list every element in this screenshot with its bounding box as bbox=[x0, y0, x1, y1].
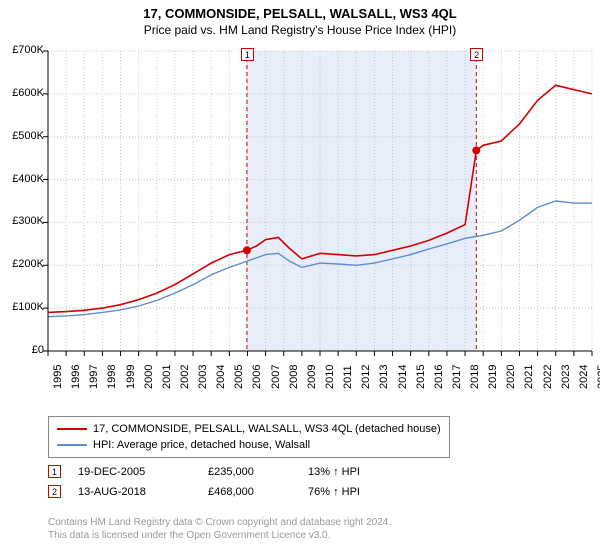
footer-text: Contains HM Land Registry data © Crown c… bbox=[48, 516, 391, 542]
sale-date: 19-DEC-2005 bbox=[78, 462, 208, 482]
legend-line-icon bbox=[57, 444, 87, 446]
chart-title: 17, COMMONSIDE, PELSALL, WALSALL, WS3 4Q… bbox=[0, 0, 600, 21]
legend-item: 17, COMMONSIDE, PELSALL, WALSALL, WS3 4Q… bbox=[57, 421, 441, 437]
sale-price: £235,000 bbox=[208, 462, 308, 482]
chart-subtitle: Price paid vs. HM Land Registry's House … bbox=[0, 21, 600, 41]
sale-hpi: 76% ↑ HPI bbox=[308, 482, 428, 502]
sale-marker-icon: 2 bbox=[48, 485, 61, 498]
chart-container: 17, COMMONSIDE, PELSALL, WALSALL, WS3 4Q… bbox=[0, 0, 600, 560]
sale-price: £468,000 bbox=[208, 482, 308, 502]
chart-svg bbox=[0, 41, 600, 411]
legend-item: HPI: Average price, detached house, Wals… bbox=[57, 437, 441, 453]
footer-line-1: Contains HM Land Registry data © Crown c… bbox=[48, 516, 391, 529]
legend: 17, COMMONSIDE, PELSALL, WALSALL, WS3 4Q… bbox=[48, 416, 450, 458]
sales-table: 1 19-DEC-2005£235,00013% ↑ HPI 2 13-AUG-201… bbox=[48, 462, 428, 502]
sale-row: 1 19-DEC-2005£235,00013% ↑ HPI bbox=[48, 462, 428, 482]
chart-area: £0£100K£200K£300K£400K£500K£600K£700K199… bbox=[0, 41, 600, 411]
sale-hpi: 13% ↑ HPI bbox=[308, 462, 428, 482]
legend-label: 17, COMMONSIDE, PELSALL, WALSALL, WS3 4Q… bbox=[93, 421, 441, 437]
sale-date: 13-AUG-2018 bbox=[78, 482, 208, 502]
legend-label: HPI: Average price, detached house, Wals… bbox=[93, 437, 310, 453]
sale-marker-icon: 1 bbox=[48, 465, 61, 478]
legend-line-icon bbox=[57, 428, 87, 430]
sale-row: 2 13-AUG-2018£468,00076% ↑ HPI bbox=[48, 482, 428, 502]
footer-line-2: This data is licensed under the Open Gov… bbox=[48, 529, 391, 542]
